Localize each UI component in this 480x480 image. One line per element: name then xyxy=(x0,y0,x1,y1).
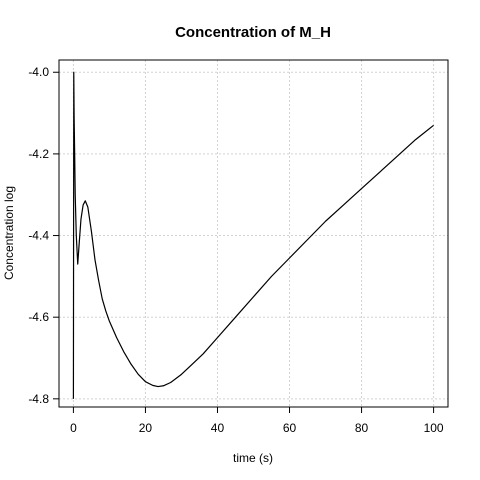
y-tick-label: -4.0 xyxy=(28,65,49,79)
x-tick-label: 60 xyxy=(283,421,297,435)
y-tick-label: -4.4 xyxy=(28,229,49,243)
x-axis-label: time (s) xyxy=(233,451,273,465)
series-line xyxy=(72,71,434,399)
y-axis-label: Concentration log xyxy=(2,186,16,280)
data-layer xyxy=(72,71,434,399)
plot-frame xyxy=(58,59,449,408)
chart-title: Concentration of M_H xyxy=(175,24,331,41)
x-tick-label: 0 xyxy=(70,421,77,435)
x-tick-label: 20 xyxy=(139,421,153,435)
x-tick-label: 40 xyxy=(211,421,225,435)
axis-layer: 0 20 40 60 80 100 -4.8 -4.6 -4.4 -4.2 -4.0 xyxy=(28,65,444,435)
y-tick-label: -4.8 xyxy=(28,392,49,406)
x-tick-label: 80 xyxy=(355,421,369,435)
y-tick-label: -4.6 xyxy=(28,310,49,324)
x-tick-label: 100 xyxy=(424,421,444,435)
y-tick-label: -4.2 xyxy=(28,147,49,161)
grid-layer xyxy=(59,60,448,407)
